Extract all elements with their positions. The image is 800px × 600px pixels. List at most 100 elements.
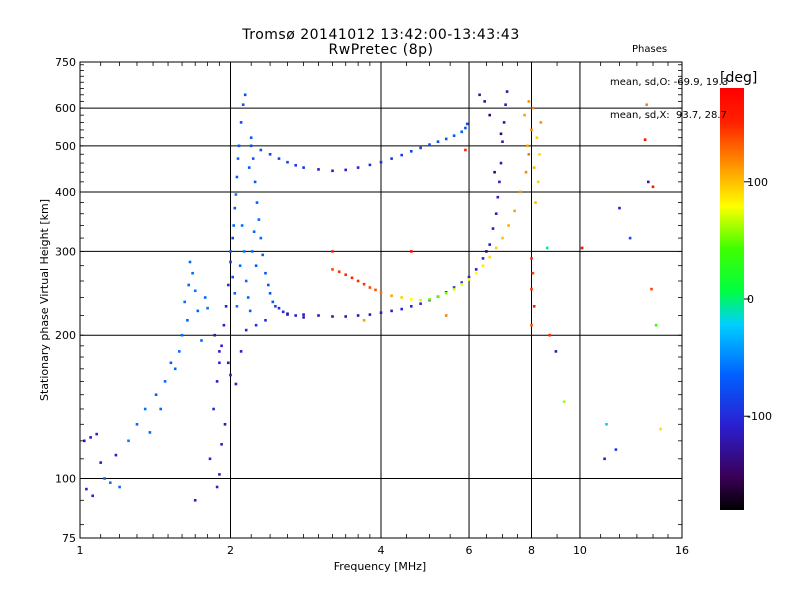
scatter-point bbox=[502, 121, 506, 124]
scatter-point bbox=[614, 448, 618, 451]
scatter-point bbox=[302, 316, 305, 319]
scatter-point bbox=[488, 255, 491, 259]
scatter-point bbox=[242, 250, 246, 253]
grid-lines bbox=[80, 62, 682, 538]
scatter-point bbox=[523, 113, 526, 117]
scatter-point bbox=[178, 350, 181, 353]
x-tick-label: 6 bbox=[466, 544, 473, 557]
scatter-point bbox=[488, 243, 491, 246]
scatter-point bbox=[237, 144, 241, 148]
scatter-point bbox=[294, 314, 297, 317]
scatter-point bbox=[208, 457, 212, 461]
scatter-point bbox=[215, 485, 219, 489]
scatter-point bbox=[180, 333, 184, 337]
scatter-point bbox=[491, 227, 495, 230]
scatter-point bbox=[647, 180, 650, 184]
scatter-point bbox=[356, 314, 360, 317]
y-axis-label: Stationary phase Virtual Height [km] bbox=[38, 199, 51, 401]
scatter-point bbox=[344, 315, 347, 318]
scatter-point bbox=[212, 407, 215, 411]
scatter-point bbox=[410, 150, 413, 153]
scatter-point bbox=[213, 333, 216, 337]
scatter-point bbox=[379, 311, 383, 314]
chart-title: Tromsø 20141012 13:42:00-13:43:43 bbox=[242, 27, 520, 43]
scatter-point bbox=[356, 166, 360, 169]
scatter-point bbox=[444, 137, 448, 141]
scatter-point bbox=[257, 218, 261, 221]
scatter-point bbox=[507, 224, 510, 227]
scatter-point bbox=[524, 170, 528, 174]
scatter-point bbox=[254, 264, 258, 267]
scatter-point bbox=[400, 153, 403, 157]
scatter-point bbox=[605, 423, 608, 426]
scatter-point bbox=[89, 436, 92, 439]
phase-stats: Phases mean, sd,O: -69.9, 19.3 mean, sd,… bbox=[610, 22, 740, 132]
scatter-point bbox=[261, 253, 264, 257]
scatter-point bbox=[519, 190, 522, 194]
scatter-point bbox=[109, 481, 112, 484]
y-tick-label: 750 bbox=[55, 56, 76, 69]
scatter-point bbox=[234, 382, 238, 386]
stats-x-mode: mean, sd,X: 93.7, 28.7 bbox=[610, 110, 727, 121]
scatter-point bbox=[277, 157, 281, 160]
scatter-point bbox=[530, 257, 533, 260]
scatter-point bbox=[259, 236, 263, 240]
scatter-point bbox=[643, 138, 647, 141]
scatter-point bbox=[628, 236, 632, 240]
scatter-point bbox=[218, 473, 221, 476]
scatter-point bbox=[286, 312, 289, 315]
scatter-point bbox=[530, 323, 533, 327]
scatter-point bbox=[331, 268, 334, 271]
scatter-point bbox=[268, 153, 272, 156]
scatter-point bbox=[478, 93, 481, 97]
scatter-point bbox=[264, 271, 267, 275]
scatter-point bbox=[419, 298, 422, 302]
scatter-point bbox=[464, 126, 467, 130]
scatter-point bbox=[419, 146, 422, 150]
scatter-point bbox=[267, 283, 270, 287]
scatter-point bbox=[350, 276, 354, 280]
scatter-point bbox=[183, 300, 186, 304]
scatter-point bbox=[494, 212, 498, 215]
scatter-point bbox=[527, 100, 531, 103]
scatter-point bbox=[368, 313, 372, 316]
scatter-point bbox=[531, 106, 535, 110]
scatter-point bbox=[650, 287, 653, 291]
scatter-point bbox=[118, 485, 121, 489]
scatter-point bbox=[356, 279, 360, 283]
scatter-point bbox=[233, 206, 237, 210]
scatter-point bbox=[452, 287, 456, 291]
scatter-point bbox=[196, 309, 200, 313]
y-tick-label: 400 bbox=[55, 186, 76, 199]
scatter-point bbox=[452, 134, 456, 137]
x-axis-label: Frequency [MHz] bbox=[334, 560, 426, 573]
scatter-point bbox=[531, 271, 535, 275]
scatter-point bbox=[203, 296, 207, 299]
scatter-point bbox=[247, 166, 251, 169]
scatter-point bbox=[281, 310, 285, 314]
scatter-point bbox=[234, 193, 238, 196]
scatter-point bbox=[368, 163, 372, 167]
y-tick-label: 600 bbox=[55, 102, 76, 115]
scatter-point bbox=[215, 380, 219, 383]
scatter-point bbox=[513, 209, 516, 213]
scatter-point bbox=[501, 140, 504, 143]
scatter-point bbox=[249, 144, 253, 148]
scatter-point bbox=[548, 333, 551, 337]
scatter-point bbox=[368, 286, 372, 289]
scatter-point bbox=[239, 350, 243, 353]
scatter-point bbox=[400, 296, 403, 299]
colorbar-tick-label: 100 bbox=[747, 176, 768, 189]
scatter-point bbox=[114, 453, 118, 457]
scatter-point bbox=[83, 439, 86, 443]
colorbar-label: [deg] bbox=[720, 70, 757, 86]
scatter-point bbox=[390, 157, 393, 160]
colorbar-tick-label: -100 bbox=[747, 410, 772, 423]
scatter-point bbox=[496, 195, 500, 199]
scatter-point bbox=[467, 278, 471, 281]
scatter-point bbox=[154, 393, 158, 396]
x-tick-label: 4 bbox=[378, 544, 385, 557]
scatter-point bbox=[483, 100, 486, 103]
scatter-point bbox=[232, 224, 235, 227]
scatter-point bbox=[103, 477, 106, 480]
